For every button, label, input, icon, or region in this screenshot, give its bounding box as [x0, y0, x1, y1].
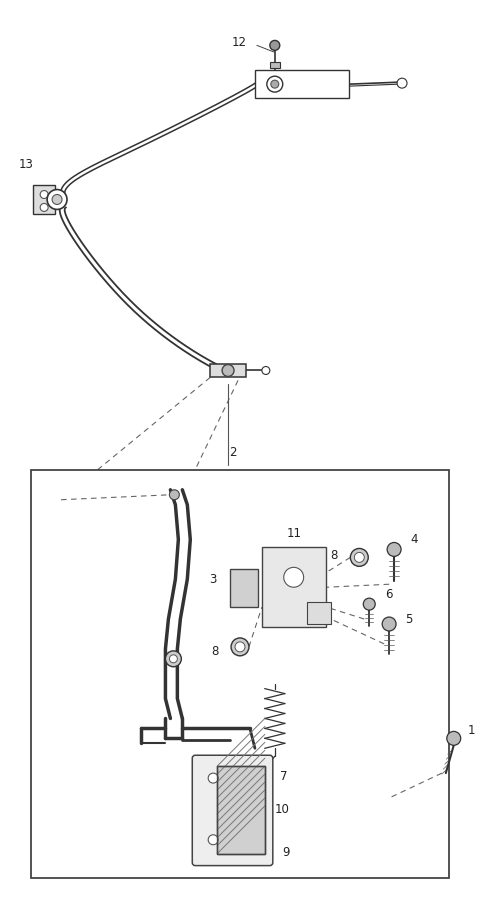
- Bar: [33, 184, 55, 214]
- Bar: [217, 766, 265, 853]
- Bar: [262, 548, 326, 627]
- Circle shape: [231, 638, 249, 656]
- Circle shape: [270, 41, 280, 51]
- Circle shape: [208, 834, 218, 844]
- Text: 12: 12: [232, 36, 247, 49]
- Circle shape: [47, 190, 67, 210]
- Circle shape: [284, 568, 304, 587]
- Circle shape: [40, 190, 48, 199]
- Text: 8: 8: [330, 549, 337, 562]
- Circle shape: [169, 655, 178, 663]
- Circle shape: [387, 542, 401, 556]
- Text: 8: 8: [211, 646, 218, 658]
- Text: 11: 11: [286, 527, 301, 540]
- Circle shape: [350, 549, 368, 566]
- Circle shape: [52, 194, 62, 204]
- Circle shape: [267, 76, 283, 93]
- Bar: [270, 63, 280, 68]
- Bar: [31, 470, 449, 878]
- Circle shape: [235, 642, 245, 652]
- Text: 4: 4: [410, 533, 418, 546]
- Bar: [210, 364, 246, 377]
- Circle shape: [397, 78, 407, 88]
- Circle shape: [166, 651, 181, 667]
- Circle shape: [354, 552, 364, 562]
- Bar: [255, 70, 349, 98]
- Text: 1: 1: [468, 724, 475, 736]
- Text: 10: 10: [275, 804, 289, 816]
- Circle shape: [382, 617, 396, 631]
- Circle shape: [363, 598, 375, 610]
- Text: 13: 13: [19, 158, 34, 171]
- Text: 5: 5: [405, 612, 412, 626]
- Bar: [217, 766, 265, 853]
- Bar: [307, 602, 332, 624]
- Text: 7: 7: [280, 770, 287, 783]
- Circle shape: [208, 773, 218, 783]
- Text: 2: 2: [229, 445, 237, 459]
- Circle shape: [222, 365, 234, 376]
- Circle shape: [40, 203, 48, 211]
- Circle shape: [271, 80, 279, 88]
- Text: 6: 6: [385, 588, 393, 600]
- FancyBboxPatch shape: [192, 756, 273, 865]
- Circle shape: [262, 366, 270, 375]
- Text: 9: 9: [282, 846, 289, 859]
- Circle shape: [447, 731, 461, 746]
- Text: 3: 3: [209, 572, 216, 586]
- Bar: [230, 570, 258, 607]
- Circle shape: [169, 490, 180, 500]
